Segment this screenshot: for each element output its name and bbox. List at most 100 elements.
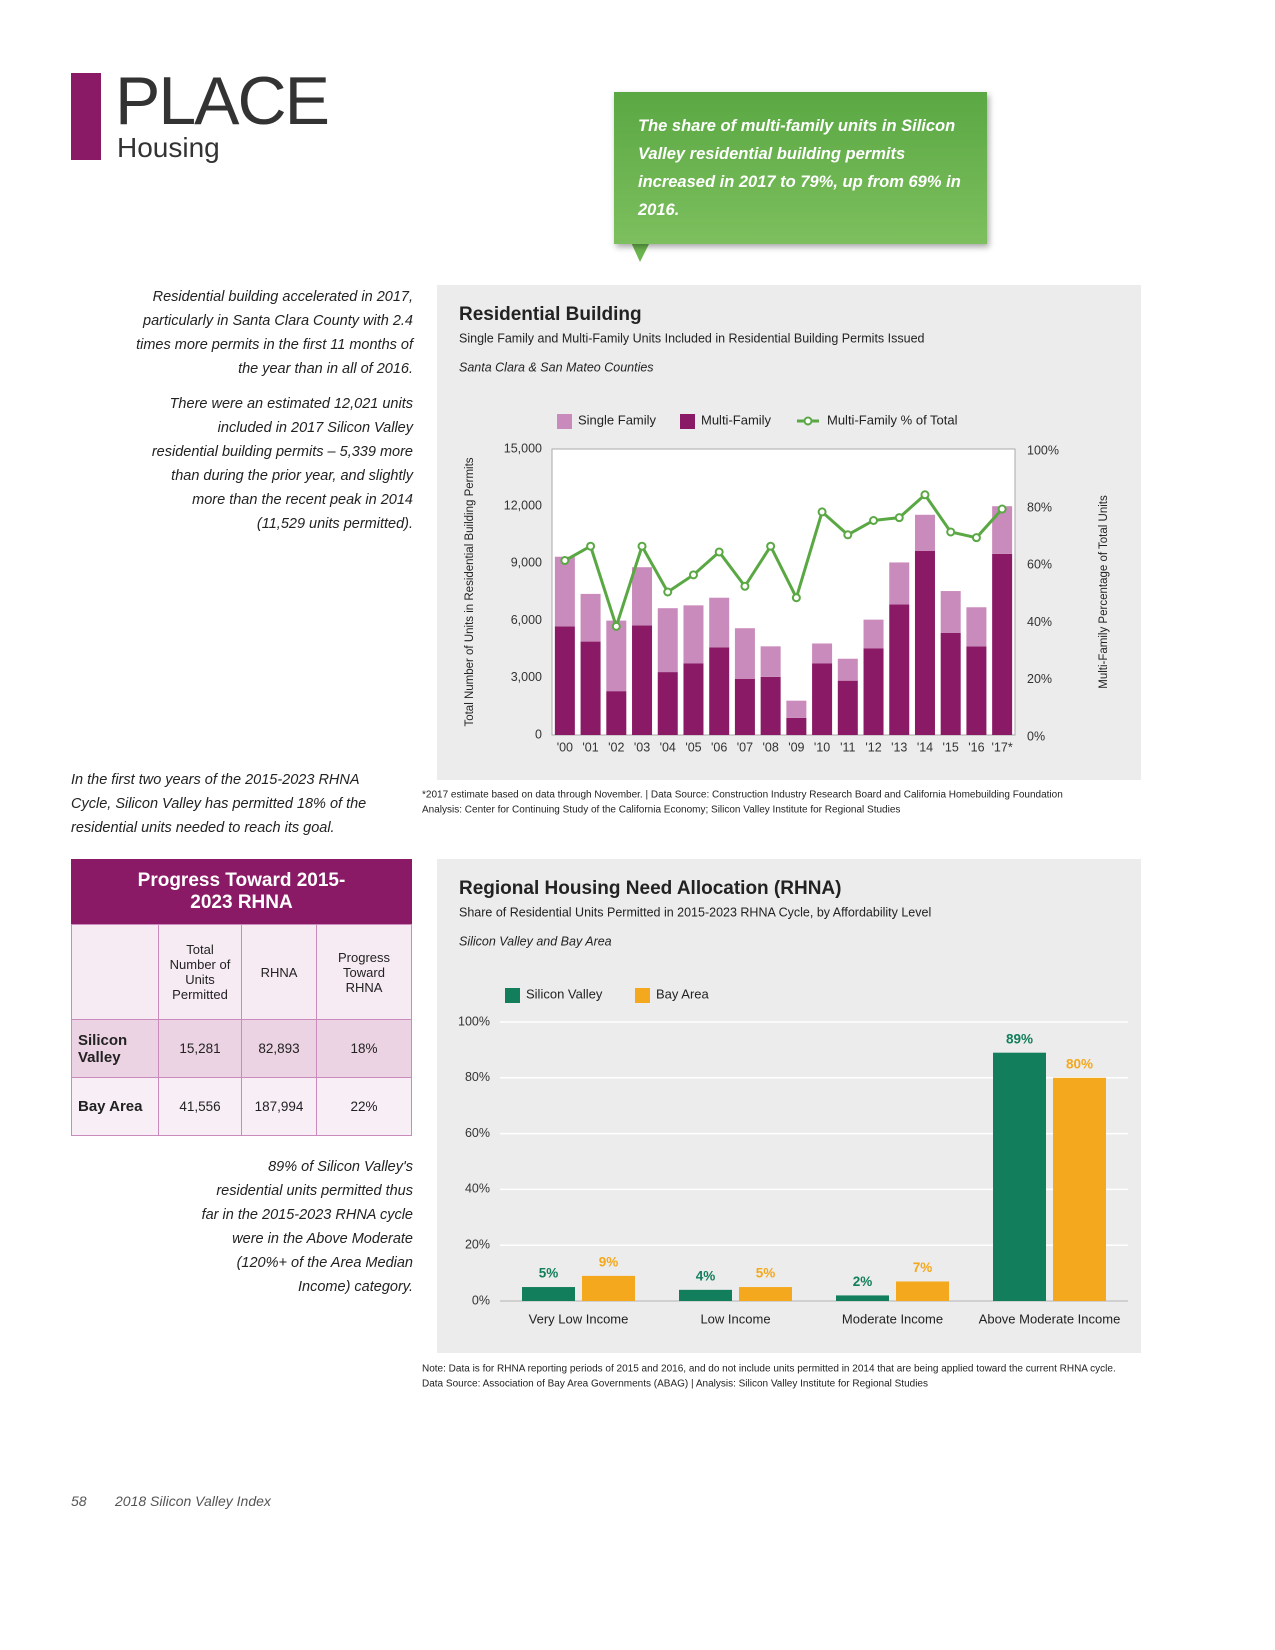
bar-segment xyxy=(580,641,601,735)
line-marker xyxy=(791,593,801,603)
bar-segment xyxy=(786,700,807,718)
bar-segment xyxy=(580,593,601,642)
y-tick-label: 80% xyxy=(465,1070,490,1084)
x-tick-label: '15 xyxy=(943,740,959,754)
cell: 15,281 xyxy=(158,1019,242,1078)
y2-tick-label: 40% xyxy=(1027,615,1052,629)
x-tick-label: Moderate Income xyxy=(842,1311,943,1326)
rhna-table: Progress Toward 2015-2023 RHNA Total Num… xyxy=(71,859,412,1136)
header-cell: Total Number of Units Permitted xyxy=(158,924,242,1020)
line-marker xyxy=(894,513,904,523)
page-number: 58 xyxy=(71,1493,87,1509)
legend-swatch xyxy=(557,414,572,429)
chart-annotation: Santa Clara & San Mateo Counties xyxy=(459,360,654,374)
bar-segment xyxy=(683,605,704,664)
section-bar xyxy=(71,73,101,160)
y2-tick-label: 60% xyxy=(1027,558,1052,572)
line-marker xyxy=(997,504,1007,514)
value-label: 5% xyxy=(756,1266,776,1281)
x-tick-label: '07 xyxy=(737,740,753,754)
x-tick-label: '02 xyxy=(608,740,624,754)
line-marker xyxy=(586,541,596,551)
bar-segment xyxy=(657,672,678,735)
bar-segment xyxy=(760,676,781,735)
y-tick-label: 15,000 xyxy=(504,441,542,455)
y-tick-label: 100% xyxy=(458,1014,490,1028)
section-subtitle: Housing xyxy=(117,132,220,163)
bar-segment xyxy=(657,608,678,673)
bar-segment xyxy=(606,620,627,692)
legend-label: Silicon Valley xyxy=(526,986,603,1001)
legend-swatch xyxy=(635,988,650,1003)
line-marker xyxy=(740,581,750,591)
y2-tick-label: 100% xyxy=(1027,443,1059,457)
x-tick-label: '12 xyxy=(865,740,881,754)
y2-tick-label: 80% xyxy=(1027,500,1052,514)
bar xyxy=(522,1287,575,1301)
bar-segment xyxy=(914,551,935,735)
bar xyxy=(582,1275,635,1301)
bar-segment xyxy=(837,680,858,735)
line-marker xyxy=(869,516,879,525)
chart-title: Residential Building xyxy=(459,304,642,325)
line-marker xyxy=(817,507,827,517)
y2-tick-label: 0% xyxy=(1027,729,1045,743)
bar xyxy=(896,1281,949,1301)
y-tick-label: 12,000 xyxy=(504,498,542,512)
line xyxy=(564,492,1004,632)
line-marker xyxy=(766,541,776,551)
line-marker xyxy=(920,490,930,500)
bar-segment xyxy=(709,597,730,648)
chart-title: Regional Housing Need Allocation (RHNA) xyxy=(459,878,841,899)
bar-segment xyxy=(812,663,833,735)
legend-marker xyxy=(803,416,813,426)
line-marker xyxy=(843,530,853,540)
y2-axis-label: Multi-Family Percentage of Total Units xyxy=(1098,495,1110,689)
x-tick-label: '13 xyxy=(891,740,907,754)
value-label: 80% xyxy=(1066,1056,1093,1071)
cell: 18% xyxy=(316,1019,412,1078)
x-tick-label: '01 xyxy=(582,740,598,754)
bar-segment xyxy=(760,646,781,677)
line-marker xyxy=(971,533,981,543)
y-tick-label: 9,000 xyxy=(511,556,542,570)
bar-segment xyxy=(863,619,884,649)
note: Data Source: Association of Bay Area Gov… xyxy=(422,1379,928,1390)
chart-subtitle: Share of Residential Units Permitted in … xyxy=(459,905,931,919)
line-marker xyxy=(611,621,621,631)
value-label: 89% xyxy=(1006,1031,1033,1046)
line-marker xyxy=(560,556,570,566)
y-tick-label: 6,000 xyxy=(511,613,542,627)
value-label: 5% xyxy=(539,1266,559,1281)
y-axis-label: Total Number of Units in Residential Bui… xyxy=(464,457,476,726)
residential-building-chart: Residential Building Single Family and Mu… xyxy=(422,285,1141,816)
x-tick-label: '03 xyxy=(634,740,650,754)
table-title: Progress Toward 2015-2023 RHNA xyxy=(71,859,412,924)
bar-segment xyxy=(966,607,987,647)
cell: 187,994 xyxy=(241,1077,317,1136)
paragraph: In the first two years of the 2015-2023 … xyxy=(71,772,367,836)
line-marker xyxy=(637,541,647,551)
callout: The share of multi-family units in Silic… xyxy=(614,92,987,244)
x-tick-label: '11 xyxy=(840,740,855,754)
chart-annotation: Silicon Valley and Bay Area xyxy=(459,934,612,948)
value-label: 7% xyxy=(913,1260,933,1275)
legend-swatch xyxy=(680,414,695,429)
bar xyxy=(836,1295,889,1301)
paragraph: Residential building accelerated in 2017… xyxy=(136,289,413,377)
x-tick-label: '16 xyxy=(968,740,984,754)
header-cell xyxy=(71,924,159,1020)
bar-segment xyxy=(709,647,730,735)
x-tick-label: '05 xyxy=(685,740,701,754)
bar-segment xyxy=(554,556,575,627)
x-tick-label: Low Income xyxy=(700,1311,770,1326)
row-header: Silicon Valley xyxy=(71,1019,159,1078)
x-tick-label: '14 xyxy=(917,740,933,754)
header-cell: Progress Toward RHNA xyxy=(316,924,412,1020)
legend-label: Multi-Family % of Total xyxy=(827,412,958,427)
bar-segment xyxy=(966,646,987,735)
bar xyxy=(739,1287,792,1301)
y-tick-label: 0 xyxy=(535,727,542,741)
bar-segment xyxy=(554,626,575,735)
